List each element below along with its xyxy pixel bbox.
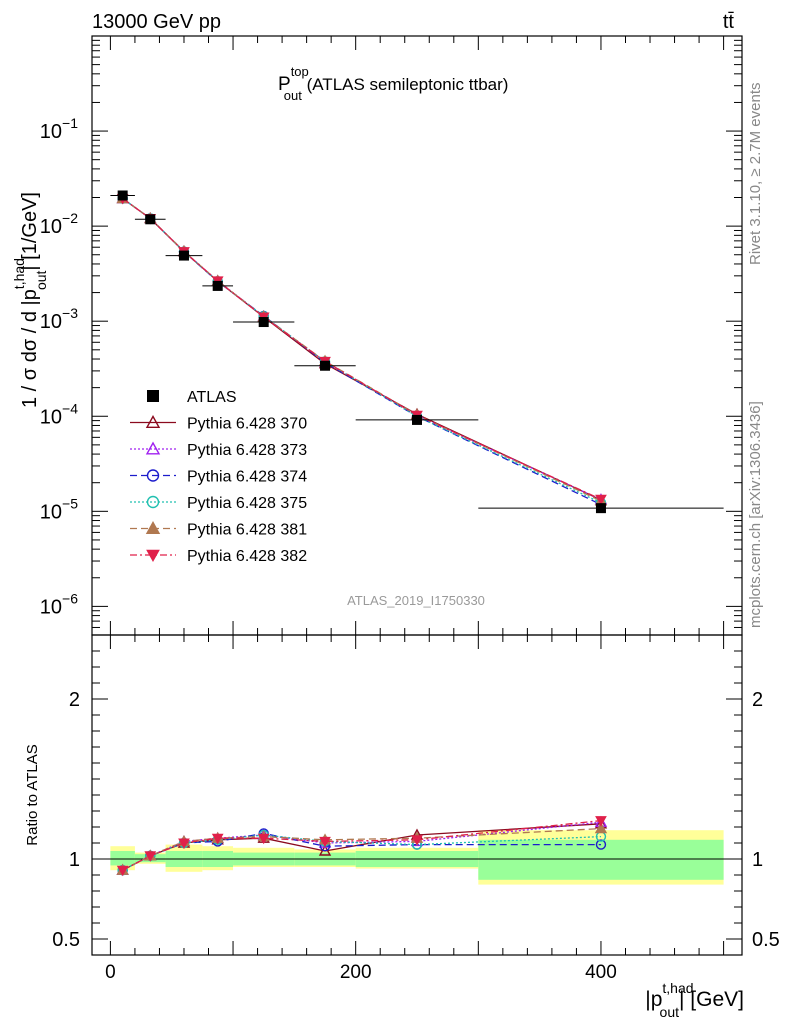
mc-marker: [144, 851, 157, 862]
title-main: P: [278, 74, 291, 95]
ylabel-main: 1 / σ dσ / d |p: [19, 289, 41, 408]
ylabel-sup: t,had: [11, 258, 27, 289]
ratio-plot-frame: [91, 634, 743, 956]
mc-marker: [145, 441, 161, 455]
mc-marker: [411, 835, 423, 846]
mc-marker: [595, 816, 607, 827]
legend-entry: ATLAS: [147, 389, 237, 406]
mc-marker: [595, 494, 607, 506]
legend-label: Pythia 6.428 381: [187, 522, 307, 539]
data-series: [110, 190, 724, 514]
main-plot-frame: [91, 35, 743, 636]
y-axis-label: 1 / σ dσ / d |pt,had out| [1/GeV]: [11, 192, 49, 408]
mc-marker: [146, 469, 160, 482]
xlabel-sup: t,had: [662, 980, 693, 996]
xlabel-rest: | [GeV]: [679, 988, 744, 1011]
mc-marker: [146, 549, 160, 563]
ratio-tick-label-left: 2: [69, 689, 80, 711]
ratio-y-axis-label: Ratio to ATLAS: [24, 744, 41, 845]
mc-marker: [594, 822, 608, 834]
series-line-main: [122, 197, 602, 500]
title-rest: (ATLAS semileptonic ttbar): [302, 75, 509, 94]
y-tick-label: 10−6: [40, 590, 78, 618]
mc-marker: [319, 836, 331, 848]
ylabel-sub: out: [33, 270, 49, 290]
ratio-tick-label-right: 0.5: [752, 929, 780, 951]
legend-label: Pythia 6.428 382: [187, 548, 307, 565]
legend-entry: Pythia 6.428 381: [130, 521, 307, 539]
legend-entry: Pythia 6.428 375: [130, 495, 307, 512]
mc-marker: [595, 839, 607, 850]
legend-entry: Pythia 6.428 373: [130, 441, 307, 459]
legend-entry: Pythia 6.428 370: [130, 415, 307, 433]
legend-label: Pythia 6.428 374: [187, 469, 307, 486]
stat-uncertainty-band: [478, 839, 724, 880]
x-tick-label: 400: [585, 962, 617, 983]
xlabel-main: |p: [645, 988, 662, 1011]
mc-marker: [116, 865, 129, 877]
mc-marker: [211, 833, 224, 845]
series-line-ratio: [122, 819, 602, 871]
title-sup: top: [291, 64, 309, 79]
mc-marker: [145, 415, 161, 428]
analysis-id-label: ATLAS_2019_I1750330: [347, 593, 485, 608]
series-line-ratio: [122, 827, 601, 871]
data-marker: [147, 390, 159, 402]
title-sub: out: [284, 88, 302, 103]
legend: ATLAS Pythia 6.428 370 Pythia 6.428 373 Pyt…: [130, 389, 307, 565]
stat-uncertainty-band: [110, 851, 135, 866]
x-axis-label: |pt,had out| [GeV]: [645, 980, 744, 1020]
legend-label: Pythia 6.428 375: [187, 495, 307, 512]
y-tick-label: 10−2: [40, 210, 78, 238]
y-tick-label: 10−5: [40, 495, 78, 523]
energy-label: 13000 GeV pp: [92, 11, 221, 33]
ratio-tick-label-left: 0.5: [52, 929, 80, 951]
legend-entry: Pythia 6.428 374: [130, 469, 307, 486]
x-tick-label: 200: [340, 962, 372, 983]
ratio-tick-label-right: 2: [752, 689, 763, 711]
mc-marker: [146, 495, 160, 509]
legend-label: Pythia 6.428 370: [187, 416, 307, 433]
xlabel-sub: out: [660, 1004, 680, 1020]
ratio-tick-label-left: 1: [69, 849, 80, 871]
series-layer: [110, 190, 724, 877]
ratio-tick-label-right: 1: [752, 849, 763, 871]
rivet-label: Rivet 3.1.10, ≥ 2.7M events: [747, 83, 764, 266]
mcplots-label: mcplots.cern.ch [arXiv:1306.3436]: [747, 401, 764, 628]
y-tick-label: 10−3: [40, 305, 78, 333]
legend-label: ATLAS: [187, 389, 237, 406]
y-tick-label: 10−4: [40, 400, 78, 428]
legend-label: Pythia 6.428 373: [187, 442, 307, 459]
legend-entry: Pythia 6.428 382: [130, 548, 307, 565]
mc-marker: [257, 833, 270, 845]
mc-marker: [145, 521, 161, 534]
axis-ticks: 0 200 400 10−6 10−5 10−4 10−3 10−2 10−1 0.5 0.5 1 1 2…: [40, 35, 780, 983]
ylabel-rest: | [1/GeV]: [19, 192, 41, 271]
mc-marker: [178, 838, 190, 850]
process-label: tt̄: [723, 11, 735, 33]
plot-title: Ptop out (ATLAS semileptonic ttbar): [278, 64, 508, 103]
x-tick-label: 0: [105, 962, 116, 983]
y-tick-label: 10−1: [40, 115, 78, 143]
